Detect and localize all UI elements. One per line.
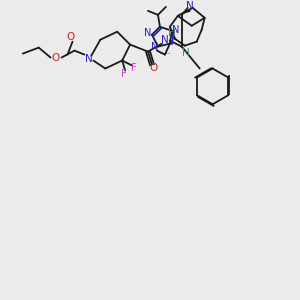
Text: F: F: [131, 64, 137, 74]
Text: N: N: [85, 54, 92, 64]
Text: O: O: [52, 52, 60, 63]
Text: O: O: [66, 32, 75, 42]
Text: N: N: [172, 25, 179, 35]
Text: N: N: [151, 42, 159, 52]
Text: N: N: [144, 28, 152, 38]
Text: N: N: [161, 35, 169, 45]
Text: O: O: [150, 64, 158, 74]
Text: F: F: [121, 70, 127, 80]
Text: H: H: [182, 48, 190, 58]
Text: methyl marker: methyl marker: [160, 53, 170, 54]
Text: N: N: [186, 1, 194, 11]
Text: H: H: [168, 28, 176, 38]
